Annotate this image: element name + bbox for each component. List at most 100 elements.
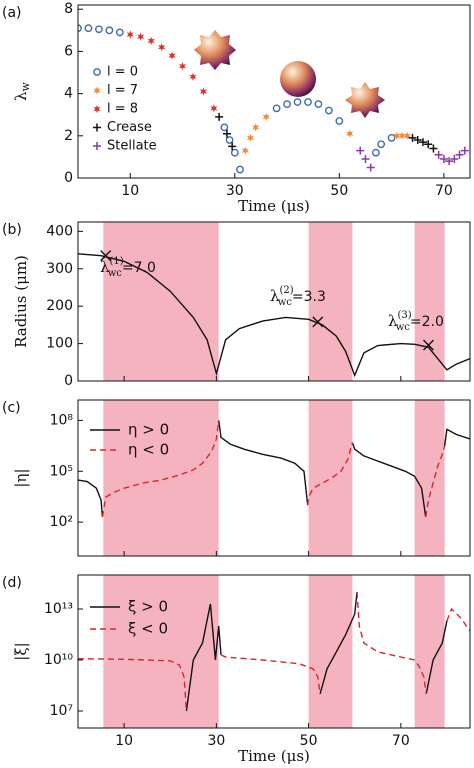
annotation-text: =2.0 <box>410 314 444 330</box>
y-tick-label: 4 <box>64 86 73 102</box>
shaded-region <box>308 222 353 381</box>
point <box>126 30 134 39</box>
legend-label: l = 7 <box>107 83 138 98</box>
point <box>445 157 454 166</box>
y-tick-label: 200 <box>46 298 73 314</box>
plot-frame <box>77 4 471 179</box>
point <box>189 72 197 81</box>
annotation-text: =7.0 <box>122 260 156 276</box>
plot-frame <box>77 221 471 382</box>
point <box>158 43 166 52</box>
y-axis-label-text: Radius (μm) <box>12 255 30 348</box>
point <box>105 26 114 35</box>
plot-area <box>78 222 470 381</box>
shaded-region <box>308 400 353 556</box>
point <box>324 106 333 115</box>
y-axis-label: λw <box>12 81 32 101</box>
annotation-symbol: λ <box>388 312 398 330</box>
point <box>241 146 249 155</box>
legend-marker <box>93 123 101 132</box>
point <box>346 129 354 138</box>
annotation-sub: wc <box>396 322 411 333</box>
point <box>283 100 291 109</box>
legend-label: ξ < 0 <box>128 620 168 638</box>
legend-label: ξ > 0 <box>128 598 168 616</box>
x-tick-label: 70 <box>392 733 410 749</box>
plot-frame <box>77 574 471 729</box>
shaded-region <box>414 222 445 381</box>
y-tick-label: 0 <box>64 170 73 186</box>
shaded-region <box>414 400 445 556</box>
point <box>335 117 344 125</box>
x-tick-label: 30 <box>226 183 244 199</box>
point <box>398 131 406 140</box>
point <box>84 24 93 33</box>
point <box>147 36 155 46</box>
annotation-sub: wc <box>108 268 123 279</box>
point <box>439 155 448 164</box>
point <box>403 131 411 140</box>
x-tick-label: 50 <box>330 183 348 199</box>
legend-marker <box>93 86 101 95</box>
point <box>455 150 464 159</box>
point <box>115 28 124 37</box>
point <box>262 112 270 121</box>
data-line <box>101 420 446 518</box>
legend-marker <box>93 68 101 76</box>
panel-label: (c) <box>2 400 21 416</box>
shaded-region <box>308 575 353 728</box>
point <box>372 148 380 157</box>
y-axis-label: |η| <box>12 468 30 487</box>
y-tick-label: 8 <box>64 1 73 17</box>
point <box>460 146 469 155</box>
y-tick-label: 10⁷ <box>50 703 73 719</box>
annotation-sup: (3) <box>398 310 412 321</box>
y-tick-label: 300 <box>46 261 73 277</box>
shaded-region <box>103 222 219 381</box>
point <box>413 136 422 145</box>
annotation-sup: (1) <box>110 256 124 267</box>
y-axis-label-sub: w <box>19 81 32 91</box>
shaded-region <box>103 575 219 728</box>
point <box>168 51 176 60</box>
point <box>422 339 434 351</box>
x-tick-label: 70 <box>435 183 453 199</box>
point <box>225 136 234 144</box>
legend-marker <box>93 104 101 114</box>
point <box>312 316 324 328</box>
annotation-sup: (2) <box>280 285 294 296</box>
panel-label: (a) <box>2 5 22 21</box>
point <box>236 165 244 174</box>
plot-area <box>78 24 469 174</box>
plot-area <box>78 575 470 728</box>
point <box>230 148 239 157</box>
annotation: λ(1) wc=7.0 <box>100 256 156 279</box>
y-tick-label: 10² <box>50 514 73 530</box>
sphere-icon <box>280 61 316 97</box>
panel-label: (d) <box>2 575 22 591</box>
legend-label: l = 0 <box>107 65 138 80</box>
legend-label: η > 0 <box>128 421 169 439</box>
x-axis-label: Time (μs) <box>238 197 310 215</box>
point <box>178 62 187 71</box>
point <box>387 134 396 142</box>
point <box>95 25 103 34</box>
y-tick-label: 10⁸ <box>50 412 74 428</box>
point <box>361 155 370 164</box>
point <box>228 142 237 151</box>
shaded-region <box>414 575 445 728</box>
point <box>246 133 255 143</box>
legend-marker <box>93 142 101 150</box>
point <box>272 104 281 113</box>
annotation-symbol: λ <box>270 287 280 305</box>
point <box>304 98 312 106</box>
y-axis-label-text: λ <box>12 91 30 101</box>
point <box>220 123 229 132</box>
crease-shape-icon <box>194 30 236 70</box>
point <box>450 155 459 164</box>
plot-frame <box>77 399 471 557</box>
point <box>199 87 208 96</box>
point <box>252 123 260 132</box>
shape-icons <box>194 30 385 118</box>
